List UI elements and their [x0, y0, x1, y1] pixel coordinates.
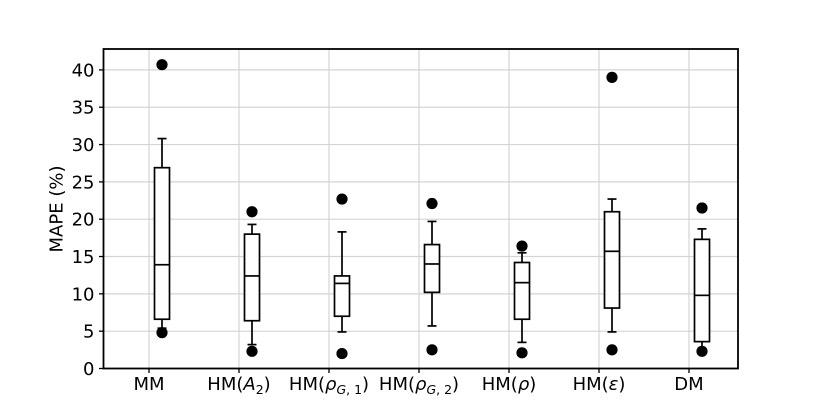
outlier-dot	[696, 202, 708, 214]
iqr-box	[603, 210, 621, 309]
iqr-box	[243, 233, 261, 322]
y-tick-label: 10	[72, 284, 95, 305]
box-HM(rho)	[513, 240, 531, 359]
box-MM	[153, 59, 171, 339]
y-tick-label: 25	[72, 172, 95, 193]
outlier-dot	[336, 347, 348, 360]
grid	[103, 49, 738, 370]
x-tick-label: HM(ρG, 1)	[289, 374, 369, 397]
box-HM(eps)	[603, 71, 621, 356]
y-tick-label: 0	[83, 359, 94, 380]
box-HM(A_2)	[243, 206, 261, 357]
x-tick-label: HM(A2)	[207, 374, 270, 397]
outlier-dot	[426, 344, 438, 356]
y-axis-label: MAPE (%)	[46, 165, 68, 253]
outlier-dot	[606, 71, 618, 83]
outlier-dot	[696, 345, 708, 357]
x-tick-label: HM(ρ)	[482, 374, 537, 395]
y-tick-label: 15	[72, 247, 95, 268]
y-tick-label: 5	[83, 322, 94, 343]
box-HM(rho_G1)	[333, 193, 351, 360]
y-tick-label: 30	[72, 135, 95, 156]
iqr-box	[693, 238, 711, 343]
outlier-dot	[246, 206, 258, 218]
iqr-box	[153, 166, 171, 321]
box-HM(rho_G2)	[423, 197, 441, 356]
x-tick-label: DM	[674, 374, 703, 395]
outlier-dot	[426, 197, 438, 210]
x-ticks	[148, 368, 690, 373]
x-tick-label: HM(ε)	[573, 374, 626, 395]
outlier-dot	[606, 344, 618, 356]
outlier-dot	[246, 345, 258, 357]
y-ticks	[99, 69, 104, 370]
iqr-box	[333, 275, 351, 318]
axes-frame	[102, 48, 739, 370]
y-tick-label: 20	[72, 210, 95, 231]
iqr-box	[513, 261, 531, 321]
outlier-dot	[516, 240, 528, 252]
box-DM	[693, 202, 711, 357]
y-tick-label: 35	[72, 98, 95, 119]
outlier-dot	[156, 59, 168, 71]
x-tick-label: HM(ρG, 2)	[379, 374, 459, 397]
x-tick-label: MM	[133, 374, 164, 395]
outlier-dot	[156, 327, 168, 339]
iqr-box	[423, 243, 441, 294]
outlier-dot	[516, 347, 528, 359]
y-tick-label: 40	[72, 60, 95, 81]
outlier-dot	[336, 193, 348, 205]
